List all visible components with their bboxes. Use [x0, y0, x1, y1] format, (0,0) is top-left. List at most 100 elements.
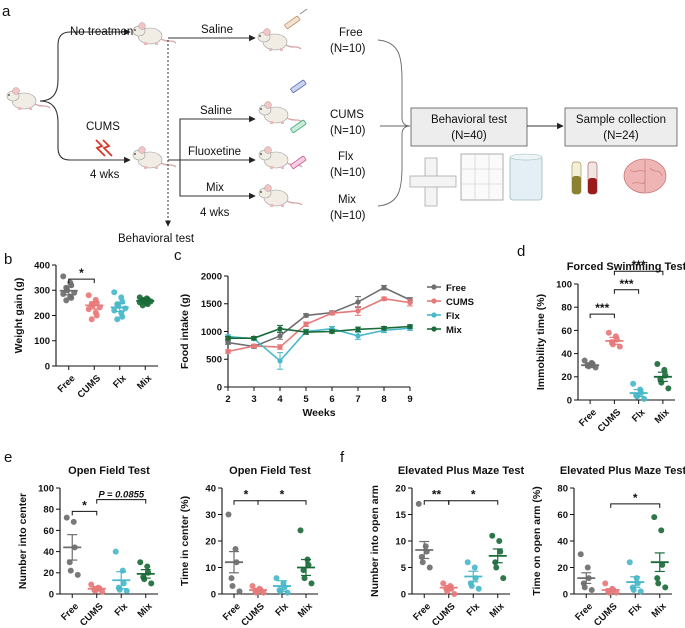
significance-bracket: [613, 270, 664, 276]
x-category-label: Flx: [627, 601, 645, 619]
bracket-bottom: [377, 125, 411, 207]
legend-item-cums: CUMS: [427, 297, 474, 308]
data-point: [329, 310, 335, 316]
data-point: [381, 325, 387, 331]
data-point: [355, 299, 361, 305]
data-point: [471, 564, 478, 571]
syringe-icon-flx: [290, 119, 307, 134]
x-category-label: Mix: [136, 601, 155, 620]
data-point: [225, 511, 232, 518]
data-point: [626, 559, 633, 566]
group-flx-n: (N=10): [330, 167, 366, 179]
data-point: [329, 328, 335, 335]
chart-c-y-label: Food intake (g): [179, 294, 191, 369]
legend-label-free: Free: [446, 283, 466, 294]
significance-bracket: [96, 499, 147, 504]
data-point: [93, 312, 100, 319]
data-point: [381, 285, 387, 291]
y-tick-label: 0: [563, 589, 568, 600]
y-tick-label: 0: [217, 382, 222, 393]
chart-f1-title: Elevated Plus Maze Test: [398, 465, 525, 477]
data-point: [88, 581, 95, 588]
data-point: [605, 329, 612, 336]
series-line-mix: [228, 325, 411, 339]
mouse-icon-cums: [132, 145, 177, 170]
chart-f2-title: Elevated Plus Maze Test: [560, 465, 685, 477]
x-category-label: Flx: [111, 373, 129, 391]
significance-label: **: [432, 488, 442, 502]
data-point: [300, 567, 307, 574]
mouse-icon-untreated: [132, 21, 177, 46]
syringe-icon-mix: [290, 155, 307, 170]
sample-collection-box-title: Sample collection: [576, 114, 666, 126]
panel-letter-b: b: [4, 251, 12, 268]
y-tick-label: 40: [561, 349, 572, 360]
significance-label: ***: [595, 301, 609, 315]
data-point: [651, 514, 658, 521]
data-point: [500, 575, 507, 582]
group-list: Free (N=10) CUMS (N=10) Flx (N=10) Mix (…: [330, 27, 366, 222]
panel-letter-e: e: [4, 449, 12, 466]
data-point: [277, 344, 283, 350]
x-tick-label: 6: [329, 394, 334, 405]
data-point: [225, 348, 231, 355]
panel-letter-c: c: [174, 247, 182, 264]
mouse-icon-cums-group: [258, 100, 303, 125]
y-tick-label: 60: [561, 326, 572, 337]
swim-tank-icon: [509, 153, 543, 201]
no-treatment-label: No treatment: [70, 26, 137, 38]
group-free-n: (N=10): [330, 43, 366, 55]
x-category-label: CUMS: [78, 601, 106, 628]
data-point: [251, 343, 257, 349]
sample-collection-box-n: (N=24): [603, 130, 639, 142]
legend-item-free: Free: [427, 283, 466, 294]
x-category-label: Free: [56, 373, 78, 395]
data-point: [581, 584, 588, 591]
syringe-icon-free: [284, 8, 308, 30]
data-point: [60, 291, 67, 298]
legend-label-mix: Mix: [446, 325, 463, 336]
data-point: [74, 571, 81, 578]
series-line-flx: [227, 327, 411, 363]
data-point: [659, 561, 666, 568]
data-point: [661, 366, 668, 373]
behavioral-test-box-n: (N=40): [451, 130, 487, 142]
chart-e2-title: Open Field Test: [229, 465, 311, 477]
group-mix-name: Mix: [338, 194, 356, 206]
x-category-label: Mix: [296, 601, 315, 620]
chart-f1: Elevated Plus Maze Test 0 5 10 15 20 Number in…: [369, 465, 525, 628]
data-point: [303, 321, 309, 327]
data-point: [493, 564, 500, 571]
data-point: [228, 575, 235, 582]
panel-letter-f: f: [340, 449, 345, 466]
data-point: [68, 294, 75, 301]
significance-label: *: [633, 491, 638, 505]
data-point: [602, 580, 609, 587]
group-mix-n: (N=10): [330, 210, 366, 222]
y-tick-label: 200: [34, 311, 50, 322]
behavioral-test-box: [410, 107, 528, 147]
x-category-label: CUMS: [430, 601, 458, 628]
mouse-icon-mix-group: [258, 183, 303, 208]
data-point: [637, 588, 644, 595]
legend-label-flx: Flx: [446, 311, 460, 322]
data-point: [88, 316, 95, 323]
data-point: [303, 312, 309, 319]
mouse-icon-free: [257, 27, 302, 52]
y-tick-label: 1500: [201, 299, 222, 310]
legend-item-mix: Mix: [427, 325, 463, 336]
data-point: [225, 335, 231, 341]
data-point: [305, 561, 312, 568]
x-category-label: Flx: [273, 601, 291, 619]
significance-label: ***: [619, 277, 633, 291]
data-point: [630, 587, 637, 594]
data-point: [655, 580, 662, 587]
data-point: [60, 273, 67, 280]
x-tick-label: 5: [303, 394, 309, 405]
group-free-name: Free: [339, 27, 363, 39]
arrow-saline-cums: [168, 115, 256, 161]
y-tick-label: 0: [49, 589, 54, 600]
y-tick-label: 30: [205, 510, 216, 521]
data-point: [277, 326, 283, 332]
